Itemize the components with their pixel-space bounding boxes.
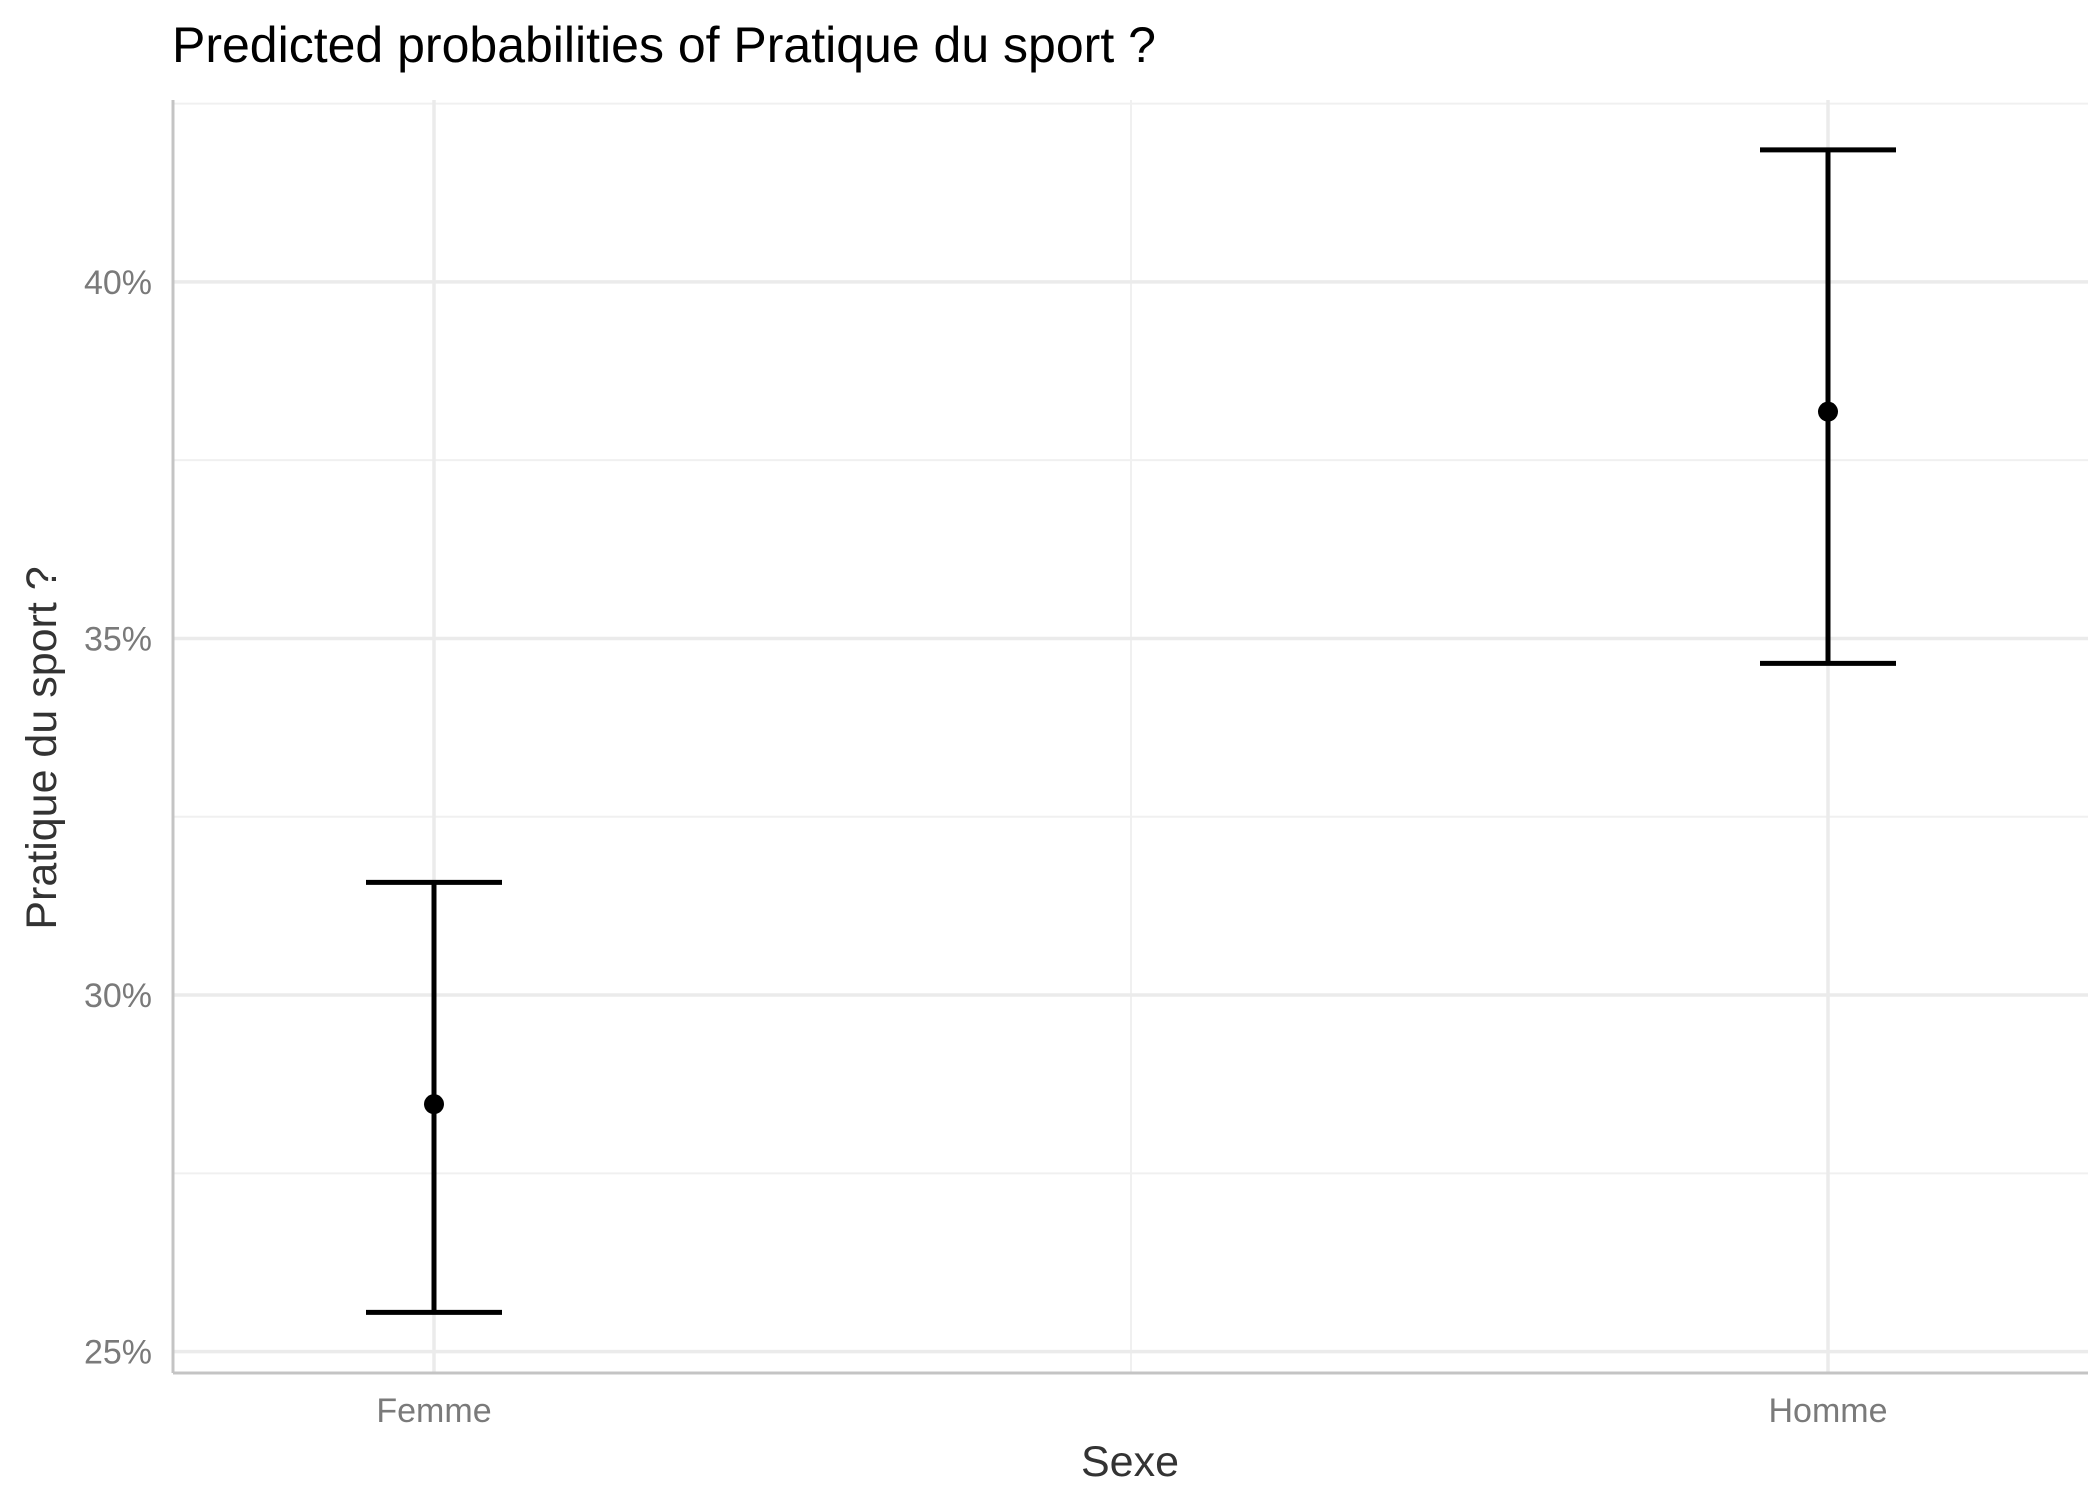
point-estimate-homme: [1818, 401, 1838, 422]
chart-title: Predicted probabilities of Pratique du s…: [172, 17, 1156, 73]
tick-labels: 25% 30% 35% 40% Femme Homme: [84, 264, 1888, 1430]
y-tick-label: 30%: [84, 977, 152, 1015]
axes: [171, 100, 2088, 1375]
y-tick-label: 35%: [84, 620, 152, 658]
x-tick-label: Femme: [376, 1392, 491, 1430]
y-tick-label: 25%: [84, 1334, 152, 1372]
x-axis-title: Sexe: [1081, 1438, 1179, 1486]
y-axis-title: Pratique du sport ?: [18, 566, 66, 929]
x-tick-label: Homme: [1768, 1392, 1887, 1430]
y-tick-label: 40%: [84, 264, 152, 302]
point-estimate-femme: [424, 1094, 444, 1115]
data-marks: [366, 147, 1896, 1315]
